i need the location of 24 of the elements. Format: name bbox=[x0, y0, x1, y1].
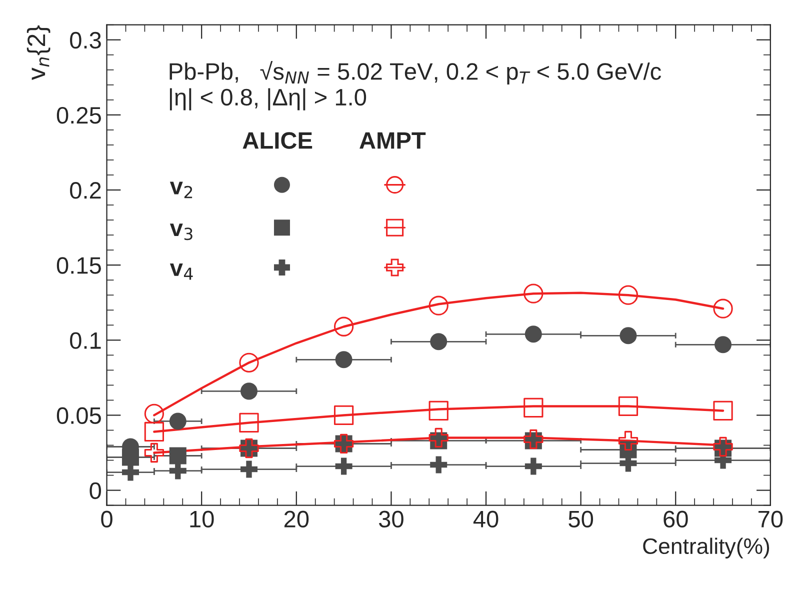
x-tick-label: 40 bbox=[473, 510, 498, 528]
annotation: |η| < 0.8, |Δη| > 1.0 bbox=[170, 88, 366, 110]
x-tick-label: 50 bbox=[568, 510, 594, 528]
y-tick-label: 0 bbox=[90, 482, 101, 500]
y-tick-label: 0.05 bbox=[56, 407, 101, 424]
y-tick-label: 0.15 bbox=[56, 257, 101, 274]
y-tick-label: 0.1 bbox=[70, 332, 101, 349]
annotation: v$_{4}$ bbox=[170, 263, 193, 280]
y-tick-label: 0.25 bbox=[56, 106, 101, 124]
x-tick-label: 20 bbox=[284, 510, 309, 528]
y-tick-label: 0.3 bbox=[70, 32, 101, 49]
x-tick-label: 70 bbox=[758, 510, 783, 528]
x-axis-title: Centrality(%) bbox=[643, 538, 770, 558]
annotation: Pb-Pb, √s$_{NN}$ = 5.02 TeV, 0.2 < p$_{T}$ < 5.0 GeV/c bbox=[170, 60, 662, 85]
x-tick-label: 0 bbox=[101, 510, 112, 528]
annotation: v$_{2}$ bbox=[170, 182, 192, 198]
y-tick-label: 0.2 bbox=[70, 182, 101, 199]
y-axis-title: v$_{n}${2} bbox=[26, 25, 50, 80]
annotation: ALICE bbox=[242, 132, 312, 149]
annotation: AMPT bbox=[360, 132, 426, 149]
x-tick-label: 10 bbox=[190, 510, 214, 528]
x-tick-label: 60 bbox=[664, 510, 688, 528]
x-tick-label: 30 bbox=[378, 510, 404, 528]
annotation: v$_{3}$ bbox=[170, 224, 192, 240]
